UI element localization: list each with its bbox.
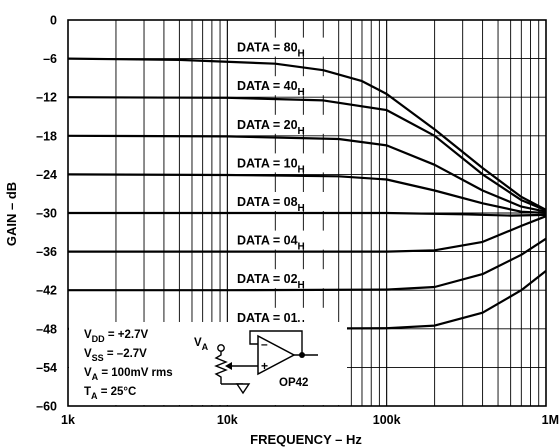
- series-line: [68, 211, 547, 217]
- series-label-bg: [230, 192, 336, 211]
- series-line: [67, 96, 547, 212]
- series-label-bg: [230, 76, 336, 96]
- series-label: DATA = 02H: [237, 272, 305, 291]
- x-tick-labels: 1k 10k 100k 1M: [61, 413, 559, 427]
- y-tick-labels: 0 –6 –12 –18 –24 –30 –36 –42 –48 –54 –60: [36, 14, 57, 414]
- series-line: [68, 215, 547, 253]
- y-tick-label: –30: [36, 207, 57, 221]
- y-tick-label: –54: [36, 361, 57, 375]
- x-tick-label: 1k: [61, 413, 75, 427]
- y-tick-label: –6: [43, 52, 57, 66]
- test-conditions-inset: VDD = +2.7V VSS = –2.7V VA = 100mV rms TA =…: [69, 322, 347, 405]
- series-line: [67, 173, 547, 215]
- series-label: DATA = 04H: [237, 234, 305, 253]
- condition-line: VA = 100mV rms: [84, 367, 173, 382]
- series-label-bg: [230, 114, 336, 134]
- y-tick-label: –60: [36, 400, 57, 414]
- inset-background: [69, 322, 347, 405]
- y-tick-label: 0: [50, 14, 57, 28]
- x-axis-label: FREQUENCY – Hz: [250, 432, 362, 447]
- series-line: [67, 134, 547, 213]
- series-label-bg: [230, 37, 336, 57]
- wiper-arrow: [225, 362, 232, 370]
- x-tick-label: 1M: [542, 413, 559, 427]
- series-line: [67, 57, 547, 211]
- feedback-wire: [249, 330, 303, 355]
- series-label: DATA = 08H: [237, 195, 305, 214]
- series-line: [68, 237, 547, 292]
- y-tick-label: –48: [36, 322, 57, 336]
- series-labels: DATA = 80H DATA = 40H DATA = 20H DATA = 10H…: [230, 37, 336, 330]
- opamp-plus-sign: +: [261, 359, 268, 373]
- series-label-bg: [230, 269, 336, 289]
- potentiometer: [214, 351, 228, 384]
- series-label: DATA = 80H: [237, 41, 305, 60]
- series-label-bg: [230, 153, 336, 173]
- y-tick-label: –24: [36, 168, 57, 182]
- input-label: VA: [194, 337, 209, 352]
- condition-line: VDD = +2.7V: [84, 329, 148, 344]
- y-tick-label: –42: [36, 284, 57, 298]
- x-tick-label: 100k: [373, 413, 401, 427]
- x-tick-label: 10k: [217, 413, 238, 427]
- series-label: DATA = 20H: [237, 118, 305, 137]
- opamp-triangle: [257, 334, 296, 376]
- y-tick-label: –36: [36, 245, 57, 259]
- series-label: DATA = 10H: [237, 156, 305, 175]
- opamp-label: OP42: [279, 377, 308, 389]
- y-tick-label: –12: [36, 91, 57, 105]
- condition-line: TA = 25°C: [84, 386, 136, 401]
- y-axis-label: GAIN – dB: [4, 182, 19, 246]
- output-node: [299, 352, 305, 358]
- series-label: DATA = 40H: [237, 79, 305, 98]
- opamp-minus-sign: –: [261, 337, 268, 351]
- series-label-bg: [230, 230, 336, 250]
- input-terminal: [217, 344, 225, 352]
- ground-icon: [235, 383, 251, 395]
- condition-line: VSS = –2.7V: [84, 348, 147, 363]
- y-tick-label: –18: [36, 129, 57, 143]
